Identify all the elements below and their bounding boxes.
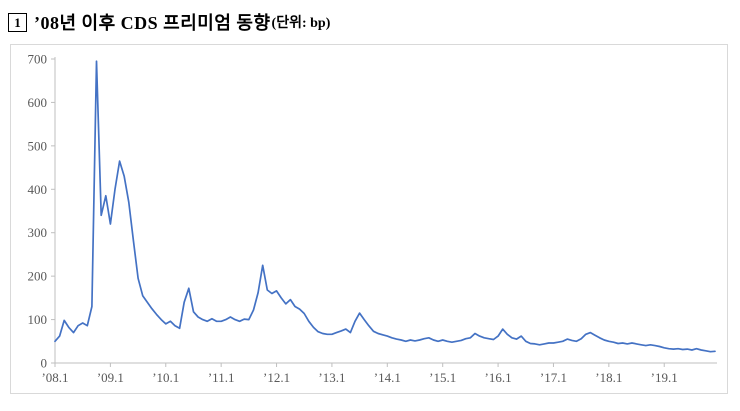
x-tick-label: ’11.1: [208, 370, 235, 385]
x-tick-label: ’19.1: [651, 370, 678, 385]
cds-series-line: [54, 60, 716, 353]
y-tick-label: 200: [28, 269, 48, 284]
x-tick-label: ’10.1: [152, 370, 179, 385]
x-tick-label: ’14.1: [374, 370, 401, 385]
x-tick-label: ’15.1: [429, 370, 456, 385]
y-tick-label: 700: [28, 52, 48, 67]
page-title: ’08년 이후 CDS 프리미엄 동향: [34, 13, 271, 33]
chart-area: 0 100 200 300 400 500 600 700 ’08.1 ’09.1 ’10.1 ’11…: [10, 44, 728, 394]
y-tick-label: 300: [28, 225, 48, 240]
x-tick-label: ’17.1: [540, 370, 567, 385]
x-tick-label: ’09.1: [97, 370, 124, 385]
x-tick-label: ’13.1: [318, 370, 345, 385]
unit-label: (단위: bp): [271, 16, 331, 31]
y-tick-label: 100: [28, 312, 48, 327]
y-tick-label: 0: [41, 356, 48, 371]
x-tick-label: ’18.1: [595, 370, 622, 385]
x-tick-label: ’16.1: [485, 370, 512, 385]
x-tick-label: ’12.1: [263, 370, 290, 385]
y-tick-label: 500: [28, 138, 48, 153]
y-tick-label: 400: [28, 182, 48, 197]
y-tick-label: 600: [28, 95, 48, 110]
x-tick-label: ’08.1: [41, 370, 68, 385]
cds-line-chart: 0 100 200 300 400 500 600 700 ’08.1 ’09.1 ’10.1 ’11…: [28, 52, 717, 385]
chart-header: 1 ’08년 이후 CDS 프리미엄 동향 (단위: bp): [0, 0, 740, 36]
index-badge: 1: [8, 12, 27, 32]
